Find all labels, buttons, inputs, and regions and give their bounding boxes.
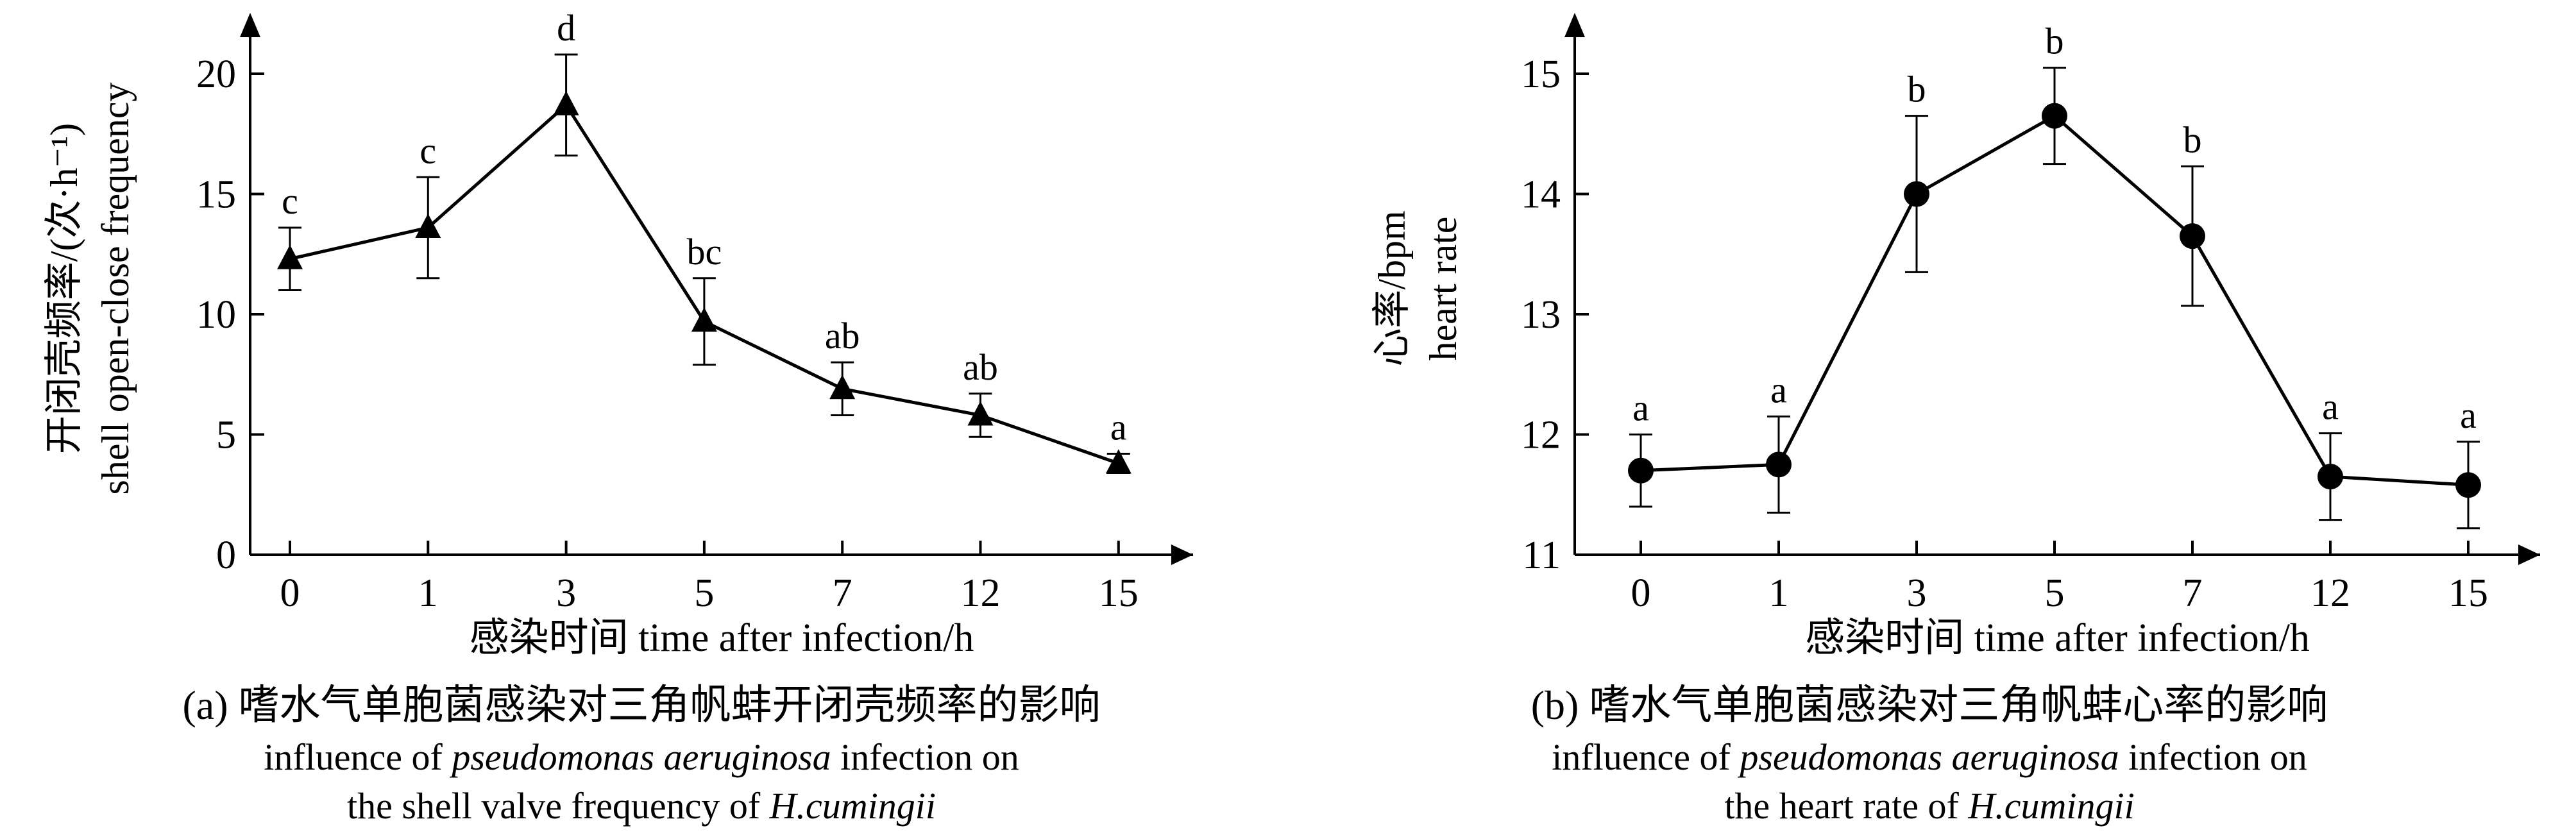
chart-a-x-tick-label: 5 [694, 571, 714, 615]
chart-a-x-tick-label: 12 [961, 571, 1001, 615]
chart-a-x-axis-title: 感染时间 time after infection/h [470, 616, 974, 660]
chart-b-caption-en-part1: influence of [1552, 736, 1731, 778]
chart-a-data-point [967, 401, 994, 426]
chart-a-y-tick-label: 20 [196, 53, 236, 96]
chart-b-caption-en-line1: influence of pseudomonas aeruginosa infe… [1283, 735, 2576, 780]
chart-a-y-tick-label: 0 [216, 534, 236, 577]
chart-b-data-point [1628, 457, 1654, 484]
chart-a-significance-label: a [1110, 407, 1127, 448]
chart-a-data-point [415, 214, 441, 238]
chart-a-x-tick-label: 3 [556, 571, 576, 615]
chart-b-y-axis-title-en: heart rate [1422, 217, 1464, 361]
chart-a-significance-label: ab [963, 346, 998, 388]
chart-b-x-tick-label: 15 [2448, 571, 2488, 615]
chart-b-x-tick-label: 12 [2310, 571, 2350, 615]
chart-a-y-tick-label: 5 [216, 414, 236, 457]
chart-a-data-point [829, 375, 856, 400]
chart-b-x-axis-title: 感染时间 time after infection/h [1805, 616, 2310, 660]
chart-a-x-tick-label: 15 [1099, 571, 1139, 615]
chart-a-y-axis-title-cn: 开闭壳频率/(次·h⁻¹) [43, 123, 85, 454]
chart-a-caption-en-part1: influence of [264, 736, 443, 778]
chart-a-x-axis-arrow [1171, 544, 1193, 565]
chart-b-significance-label: a [1632, 387, 1649, 429]
chart-a-caption-en-part3: infection on [840, 736, 1019, 778]
chart-b-caption-cn: (b) 嗜水气单胞菌感染对三角帆蚌心率的影响 [1530, 682, 2328, 728]
chart-a-caption-en-line1: influence of pseudomonas aeruginosa infe… [0, 735, 1283, 780]
chart-a-y-tick-label: 10 [196, 293, 236, 337]
chart-b-data-point [2042, 103, 2067, 129]
chart-a-significance-label: ab [825, 315, 860, 357]
chart-b-x-tick-label: 5 [2045, 571, 2065, 615]
chart-b-caption-en-host: H.cumingii [1968, 785, 2135, 827]
chart-b-y-tick-label: 11 [1522, 534, 1561, 577]
chart-a-data-point [277, 244, 303, 269]
chart-a-caption-en-part4: the shell valve frequency of [346, 785, 761, 827]
chart-b-data-point [2318, 464, 2343, 490]
chart-b-y-axis-title-cn: 心率/bpm [1371, 210, 1413, 366]
chart-a-significance-label: c [282, 180, 298, 222]
chart-b-caption-en-species: pseudomonas aeruginosa [1740, 736, 2119, 778]
chart-a-x-tick-label: 7 [833, 571, 852, 615]
chart-b-y-tick-label: 15 [1521, 53, 1561, 96]
chart-a-data-point [691, 307, 717, 332]
chart-b-caption-en-part3: infection on [2128, 736, 2307, 778]
chart-a-y-axis-title-en: shell open-close frequency [94, 82, 137, 494]
chart-b-significance-label: a [1770, 369, 1787, 410]
chart-b-significance-label: b [2183, 119, 2202, 160]
chart-a-data-point [553, 90, 579, 115]
chart-b-x-tick-label: 3 [1907, 571, 1927, 615]
chart-a-caption-cn: (a) 嗜水气单胞菌感染对三角帆蚌开闭壳频率的影响 [182, 682, 1101, 728]
chart-b-significance-label: a [2460, 394, 2477, 436]
chart-a-caption-en-line2: the shell valve frequency of H.cumingii [0, 784, 1283, 829]
chart-a-y-tick-label: 15 [196, 173, 236, 217]
chart-b-data-point [1904, 181, 1929, 207]
chart-a-caption-en-species: pseudomonas aeruginosa [452, 736, 831, 778]
chart-b-x-axis-arrow [2518, 544, 2540, 565]
chart-b-y-axis-arrow [1564, 13, 1585, 37]
chart-a-x-tick-label: 0 [280, 571, 300, 615]
chart-b-x-tick-label: 0 [1631, 571, 1651, 615]
chart-b-significance-label: a [2322, 386, 2339, 428]
chart-b-series-line [1640, 114, 2469, 487]
chart-b-y-tick-label: 12 [1521, 414, 1561, 457]
chart-b-x-tick-label: 1 [1769, 571, 1789, 615]
chart-b-y-tick-label: 14 [1521, 173, 1561, 217]
chart-panel-b: 11 12 13 14 15 0 1 3 5 7 12 15 感染时间 time after infec… [1283, 0, 2576, 835]
chart-b-data-point [2180, 223, 2205, 249]
chart-a-significance-label: d [557, 7, 575, 49]
chart-b-data-point [2455, 472, 2481, 498]
chart-b-data-point [1766, 451, 1792, 478]
chart-a-caption-en-host: H.cumingii [769, 785, 936, 827]
chart-a-plot: 0 5 10 15 20 0 1 3 5 7 12 15 感染时间 time after infecti… [43, 7, 1193, 660]
chart-b-x-tick-label: 7 [2183, 571, 2203, 615]
chart-b-y-tick-label: 13 [1521, 293, 1561, 337]
chart-a-y-axis-arrow [240, 13, 260, 37]
chart-b-significance-label: b [1908, 69, 1926, 110]
chart-panel-a: 0 5 10 15 20 0 1 3 5 7 12 15 感染时间 time after infecti… [0, 0, 1283, 835]
chart-a-significance-label: c [419, 130, 436, 171]
chart-a-data-point [1105, 449, 1131, 474]
chart-a-significance-label: bc [687, 231, 722, 273]
chart-b-caption-en-line2: the heart rate of H.cumingii [1283, 784, 2576, 829]
chart-b-significance-label: b [2046, 21, 2064, 62]
chart-a-x-tick-label: 1 [418, 571, 438, 615]
chart-b-caption-en-part4: the heart rate of [1724, 785, 1959, 827]
